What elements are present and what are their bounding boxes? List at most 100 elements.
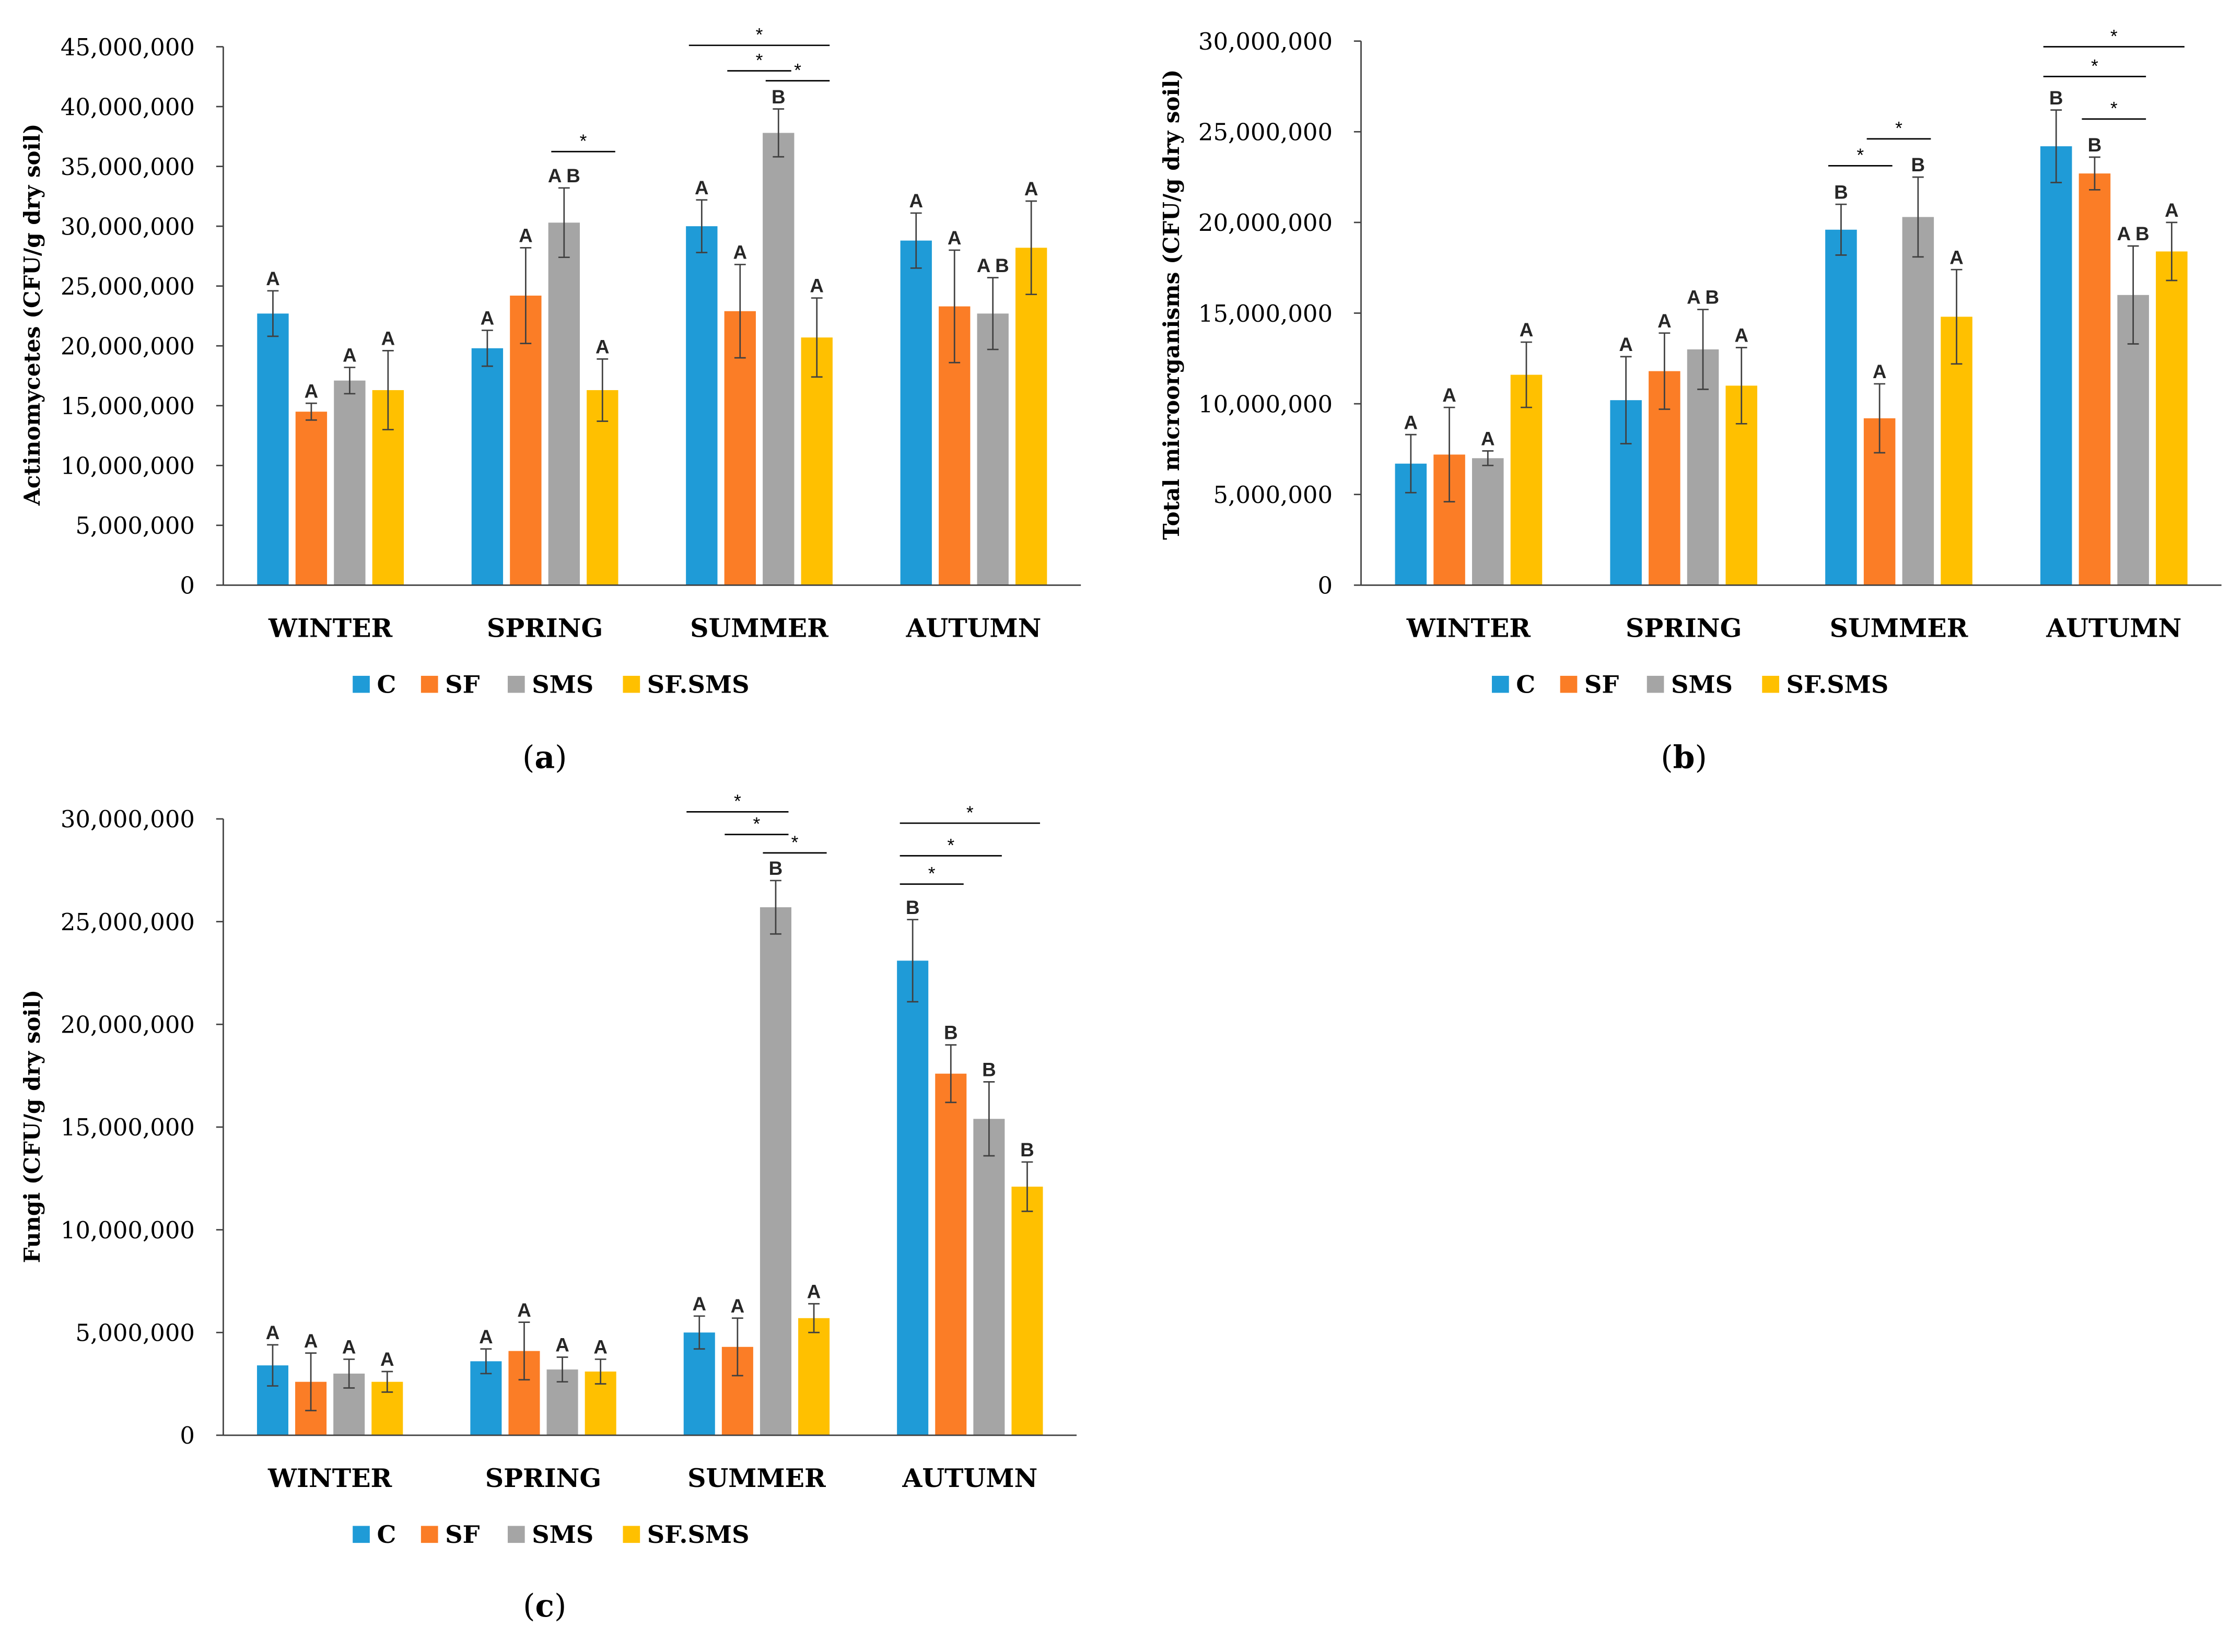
group-letter-sms-autumn: B [982,1059,996,1081]
group-letter-c-autumn: A [909,190,923,212]
legend-swatch-sms [1647,675,1664,693]
x-tick-label-winter: WINTER [1406,613,1531,643]
x-tick-label-autumn: AUTUMN [905,613,1041,643]
legend-swatch-c [1491,675,1509,693]
chart-a: Actinomycetes (CFU/g dry soil) 0 5,000,000… [19,25,1081,776]
bar-sms-summer [763,133,795,585]
error-bar-sms-winter [344,367,356,395]
error-bar-sf-sms-autumn [2166,221,2178,282]
legend-label-sf-sms: SF.SMS [647,671,750,699]
significance-asterisk: * [1857,145,1864,166]
bar-c-summer [1825,229,1857,585]
significance-asterisk: * [2091,56,2098,76]
group-letter-sf-spring: A [1657,310,1672,332]
bar-sf-sms-summer [798,1318,830,1435]
error-bar-sf-summer [731,1317,743,1377]
legend-label-sms: SMS [1671,671,1733,699]
error-bar-sf-sms-spring [1735,347,1747,425]
error-bar-sf-autumn [949,249,961,364]
chart-b: Total microorganisms (CFU/g dry soil) 0 5,… [1158,26,2222,776]
y-tick-label: 5,000,000 [1213,481,1333,509]
group-letter-c-summer: A [692,1293,706,1315]
bar-sf-sms-autumn [2156,251,2188,585]
panel-label-letter: c [535,1588,554,1624]
group-letter-sf-summer: A [731,1295,745,1317]
bar-sms-winter [334,380,366,585]
group-letter-sf-spring: A [517,1299,531,1321]
y-tick-label: 40,000,000 [61,93,195,121]
group-letter-sms-spring: A B [1687,287,1719,308]
error-bar-c-spring [481,330,493,367]
group-letter-sms-winter: A [1481,428,1495,450]
error-bar-sf-winter [305,1352,317,1412]
legend-swatch-c [353,675,370,693]
legend-swatch-sf [421,675,438,693]
bar-sf-sms-autumn [1015,248,1047,585]
error-bar-sms-winter [1482,450,1494,466]
panel-label-letter: a [534,739,555,776]
bar-c-autumn [2040,146,2072,585]
error-bar-sf-winter [1443,406,1455,502]
error-bar-sf-spring [1659,332,1671,410]
group-letter-sf-autumn: B [2088,134,2102,156]
bar-sms-autumn [973,1119,1005,1435]
y-tick-label: 20,000,000 [61,1011,195,1039]
legend-swatch-sf-sms [623,675,640,693]
legend-swatch-sf-sms [1762,675,1779,693]
y-tick-label: 0 [1317,572,1333,600]
panel-label: (c) [523,1588,566,1624]
y-axis-label: Fungi (CFU/g dry soil) [19,990,45,1263]
group-letter-c-spring: A [481,308,495,329]
group-letter-sf-winter: A [1442,384,1456,406]
y-axis-label: Actinomycetes (CFU/g dry soil) [19,124,45,506]
error-bar-sf-sms-summer [1951,268,1963,365]
group-letter-sf-summer: A [1873,361,1887,382]
error-bar-sf-spring [520,247,532,344]
significance-asterisk: * [756,25,763,45]
error-bar-sf-summer [734,264,746,359]
error-bar-sms-autumn [987,277,999,350]
group-letter-sf-sms-spring: A [593,1337,608,1358]
legend-label-sf-sms: SF.SMS [1787,671,1889,699]
panel-label-letter: b [1673,739,1695,776]
group-letter-sms-winter: A [342,1337,356,1358]
group-letter-sms-spring: A [555,1334,569,1356]
group-letter-sf-sms-summer: A [807,1281,821,1302]
y-tick-label: 5,000,000 [75,1319,195,1347]
error-bar-sf-autumn [2089,156,2100,191]
bar-sf-sms-autumn [1011,1187,1043,1435]
group-letter-sms-spring: A B [548,165,580,186]
significance-asterisk: * [580,131,587,151]
x-tick-label-summer: SUMMER [1830,613,1968,643]
legend-swatch-c [353,1526,370,1543]
y-tick-label: 30,000,000 [61,213,195,240]
y-tick-label: 25,000,000 [61,273,195,300]
group-letter-sf-sms-autumn: A [1024,178,1038,200]
group-letter-sms-autumn: A B [2117,223,2150,244]
error-bar-c-summer [696,199,708,253]
group-letter-sf-autumn: B [944,1022,958,1044]
panel-label-close: ) [554,1588,566,1624]
error-bar-sms-summer [770,880,781,935]
bar-c-autumn [900,240,932,585]
y-tick-label: 10,000,000 [61,1216,195,1244]
group-letter-sms-summer: B [772,86,786,108]
x-tick-label-winter: WINTER [268,613,393,643]
error-bar-sms-autumn [2127,245,2139,345]
group-letter-sf-sms-autumn: A [2165,200,2179,221]
error-bar-sf-summer [1874,383,1886,454]
error-bar-c-spring [1620,356,1632,444]
x-tick-label-spring: SPRING [485,1463,601,1493]
group-letter-sf-sms-summer: A [1949,247,1964,268]
legend-label-c: C [377,1520,396,1549]
x-tick-label-summer: SUMMER [690,613,828,643]
error-bar-c-spring [480,1348,492,1375]
group-letter-c-winter: A [1404,412,1418,433]
error-bar-sf-sms-autumn [1025,200,1037,296]
y-tick-label: 35,000,000 [61,153,195,181]
bar-sf-sms-spring [587,390,618,585]
group-letter-sf-sms-winter: A [380,1349,394,1370]
group-letter-sf-summer: A [733,242,748,263]
error-bar-sf-sms-summer [811,297,823,378]
